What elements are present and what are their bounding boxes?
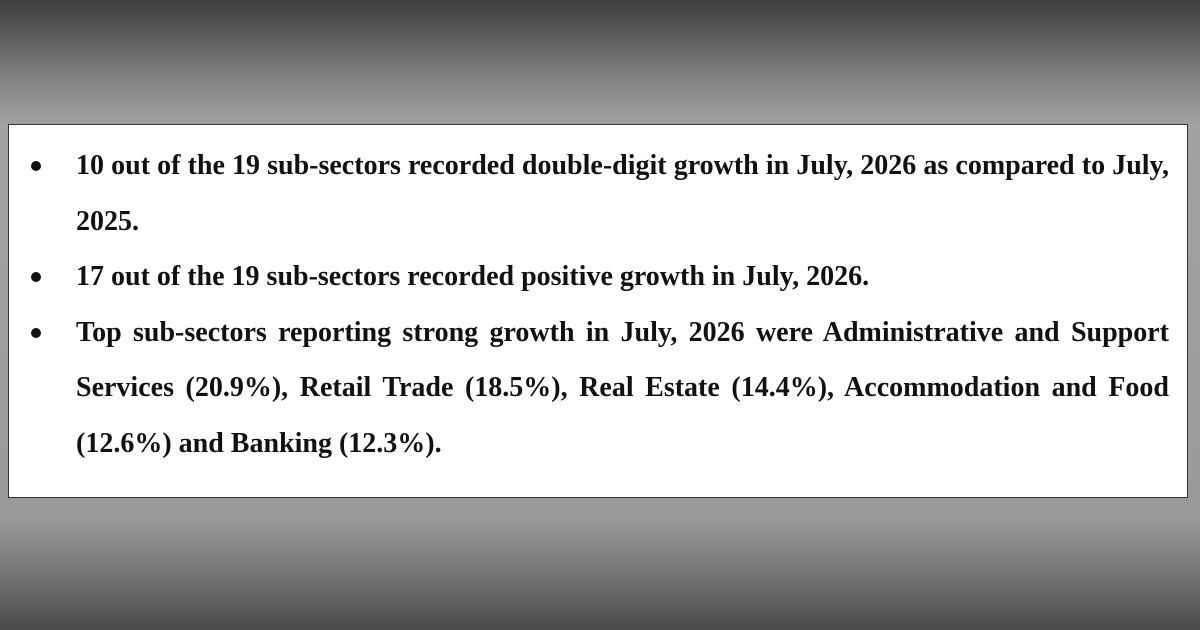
bullet-dot — [31, 327, 41, 338]
text-box: 10 out of the 19 sub-sectors recorded do… — [8, 124, 1188, 498]
bullet-dot — [31, 272, 41, 282]
bullet-item: 10 out of the 19 sub-sectors recorded do… — [9, 138, 1187, 249]
bullet-item: 17 out of the 19 sub-sectors recorded po… — [9, 249, 1187, 305]
bullet-text: 10 out of the 19 sub-sectors recorded do… — [76, 150, 1169, 237]
bullet-dot — [31, 161, 41, 171]
bullet-text: Top sub-sectors reporting strong growth … — [76, 316, 1169, 459]
bullet-item: Top sub-sectors reporting strong growth … — [9, 305, 1187, 472]
bullet-text: 17 out of the 19 sub-sectors recorded po… — [76, 261, 870, 292]
bullet-list: 10 out of the 19 sub-sectors recorded do… — [9, 138, 1187, 471]
